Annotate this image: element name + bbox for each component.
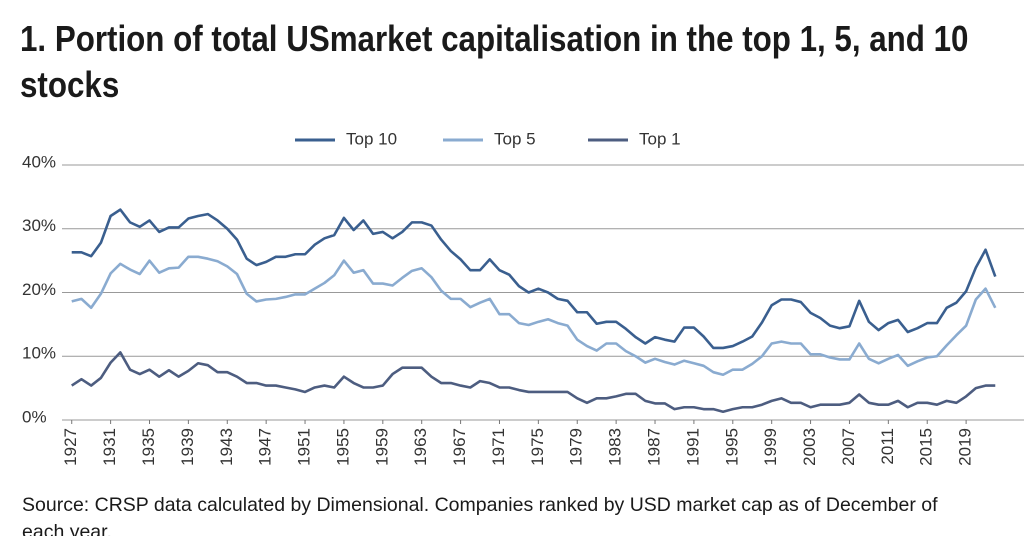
y-tick-label: 0% (22, 407, 47, 426)
y-tick-label: 30% (22, 216, 56, 235)
x-tick-label: 2019 (956, 428, 975, 466)
x-tick-label: 2011 (878, 428, 897, 465)
x-tick-label: 1963 (411, 428, 430, 466)
x-tick-label: 1987 (645, 428, 664, 466)
x-tick-label: 1939 (178, 428, 197, 466)
x-tick-label: 1967 (450, 428, 469, 466)
x-tick-label: 2007 (839, 428, 858, 466)
series-line (71, 351, 996, 414)
series-line (71, 208, 997, 350)
x-tick-label: 1955 (333, 428, 352, 466)
x-tick-label: 1951 (295, 428, 314, 466)
x-tick-label: 1943 (217, 428, 236, 466)
x-tick-label: 1935 (139, 428, 158, 466)
x-tick-label: 1971 (489, 428, 508, 466)
x-tick-label: 1927 (61, 428, 80, 466)
source-note: Source: CRSP data calculated by Dimensio… (22, 494, 938, 536)
x-tick-label: 1975 (528, 428, 547, 466)
x-tick-label: 1995 (722, 428, 741, 466)
legend-label: Top 5 (494, 129, 536, 148)
legend-label: Top 1 (639, 129, 681, 148)
series-line (71, 255, 997, 377)
x-tick-label: 2003 (800, 428, 819, 466)
y-tick-label: 10% (22, 344, 56, 363)
x-tick-label: 1999 (761, 428, 780, 466)
chart-title: 1. Portion of total USmarket capitalisat… (20, 18, 969, 105)
legend-label: Top 10 (346, 129, 397, 148)
x-tick-label: 1991 (683, 428, 702, 466)
x-tick-label: 1983 (606, 428, 625, 466)
x-tick-label: 1931 (100, 428, 119, 466)
x-tick-label: 2015 (917, 428, 936, 466)
y-tick-label: 20% (22, 280, 56, 299)
x-tick-label: 1979 (567, 428, 586, 466)
x-tick-label: 1947 (256, 428, 275, 466)
x-tick-label: 1959 (372, 428, 391, 466)
y-tick-label: 40% (22, 152, 56, 171)
